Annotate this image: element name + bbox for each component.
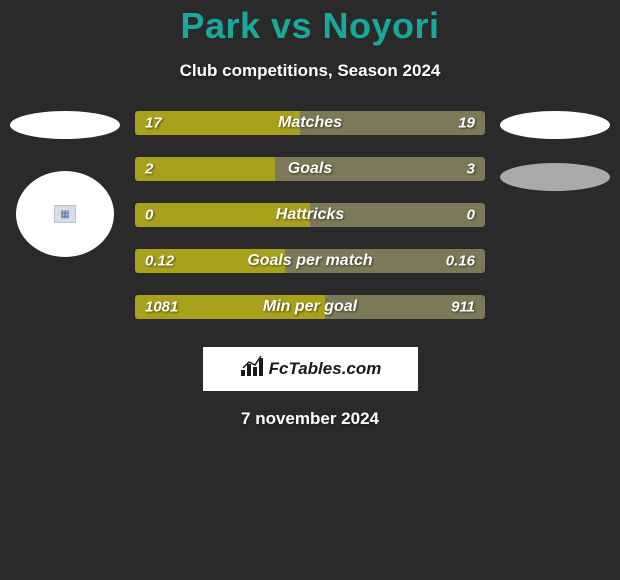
brand-text: FcTables.com — [269, 359, 382, 379]
stat-left-value: 17 — [145, 115, 162, 132]
stat-bar: 0 Hattricks 0 — [135, 203, 485, 227]
stat-label: Goals — [288, 160, 332, 178]
date-line: 7 november 2024 — [0, 409, 620, 429]
stat-right-value: 19 — [458, 115, 475, 132]
right-crest-ellipse — [500, 163, 610, 191]
main-row: ▦ 17 Matches 19 2 Goals 3 0 Hattricks 0 0.12 Goals… — [0, 111, 620, 319]
page-title: Park vs Noyori — [0, 5, 620, 47]
stat-left-value: 0.12 — [145, 253, 174, 270]
stat-label: Hattricks — [276, 206, 344, 224]
stat-left-value: 0 — [145, 207, 153, 224]
left-crest-circle: ▦ — [16, 171, 114, 257]
stat-bar: 17 Matches 19 — [135, 111, 485, 135]
right-player-col — [495, 111, 615, 319]
placeholder-image-icon: ▦ — [54, 205, 76, 223]
stat-bar: 2 Goals 3 — [135, 157, 485, 181]
stat-left-value: 1081 — [145, 299, 178, 316]
infographic-root: Park vs Noyori Club competitions, Season… — [0, 0, 620, 429]
stat-label: Matches — [278, 114, 342, 132]
stat-label: Goals per match — [247, 252, 372, 270]
left-crest-wrap: ▦ — [15, 169, 115, 259]
stat-bar: 1081 Min per goal 911 — [135, 295, 485, 319]
left-name-ellipse — [10, 111, 120, 139]
page-subtitle: Club competitions, Season 2024 — [0, 61, 620, 81]
stat-left-value: 2 — [145, 161, 153, 178]
stat-bars: 17 Matches 19 2 Goals 3 0 Hattricks 0 0.12 Goals p… — [125, 111, 495, 319]
stat-right-value: 0 — [467, 207, 475, 224]
stat-bar: 0.12 Goals per match 0.16 — [135, 249, 485, 273]
right-name-ellipse — [500, 111, 610, 139]
stat-right-value: 911 — [451, 299, 475, 316]
stat-right-value: 3 — [467, 161, 475, 178]
stat-right-value: 0.16 — [446, 253, 475, 270]
left-player-col: ▦ — [5, 111, 125, 319]
bar-chart-icon — [239, 356, 265, 383]
brand-box: FcTables.com — [203, 347, 418, 391]
stat-bar-left-fill — [135, 157, 275, 181]
stat-label: Min per goal — [263, 298, 357, 316]
